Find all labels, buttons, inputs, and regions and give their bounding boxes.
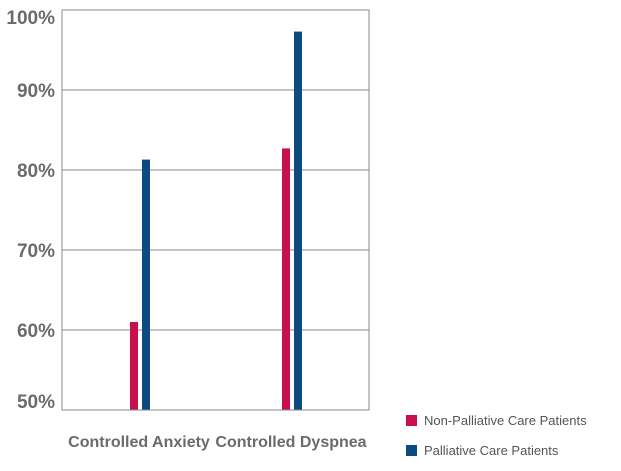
bar xyxy=(294,31,302,410)
legend-swatch-palliative xyxy=(406,444,417,456)
x-axis-categories: Controlled Anxiety Controlled Dyspnea xyxy=(68,434,366,451)
legend-item-non-palliative: Non-Palliative Care Patients xyxy=(406,411,587,429)
legend: Non-Palliative Care Patients Palliative … xyxy=(406,411,587,471)
gridlines xyxy=(62,89,369,331)
y-tick-label: 90% xyxy=(17,81,55,102)
y-axis-ticks: 50% 60% 70% 80% 90% 100% xyxy=(6,8,55,413)
legend-swatch-non-palliative xyxy=(406,414,417,426)
x-category-label: Controlled Dyspnea xyxy=(215,434,366,451)
bar xyxy=(130,322,138,410)
y-tick-label: 80% xyxy=(17,161,55,182)
y-tick-label: 70% xyxy=(17,241,55,262)
y-tick-label: 100% xyxy=(6,8,55,29)
legend-label-palliative: Palliative Care Patients xyxy=(424,442,559,458)
x-category-label: Controlled Anxiety xyxy=(68,434,210,451)
legend-label-non-palliative: Non-Palliative Care Patients xyxy=(424,412,587,428)
bars xyxy=(130,31,302,410)
y-tick-label: 50% xyxy=(17,392,55,413)
bar xyxy=(282,148,290,410)
y-tick-label: 60% xyxy=(17,321,55,342)
legend-item-palliative: Palliative Care Patients xyxy=(406,441,587,459)
plot-frame xyxy=(61,9,370,411)
bar xyxy=(142,159,150,410)
